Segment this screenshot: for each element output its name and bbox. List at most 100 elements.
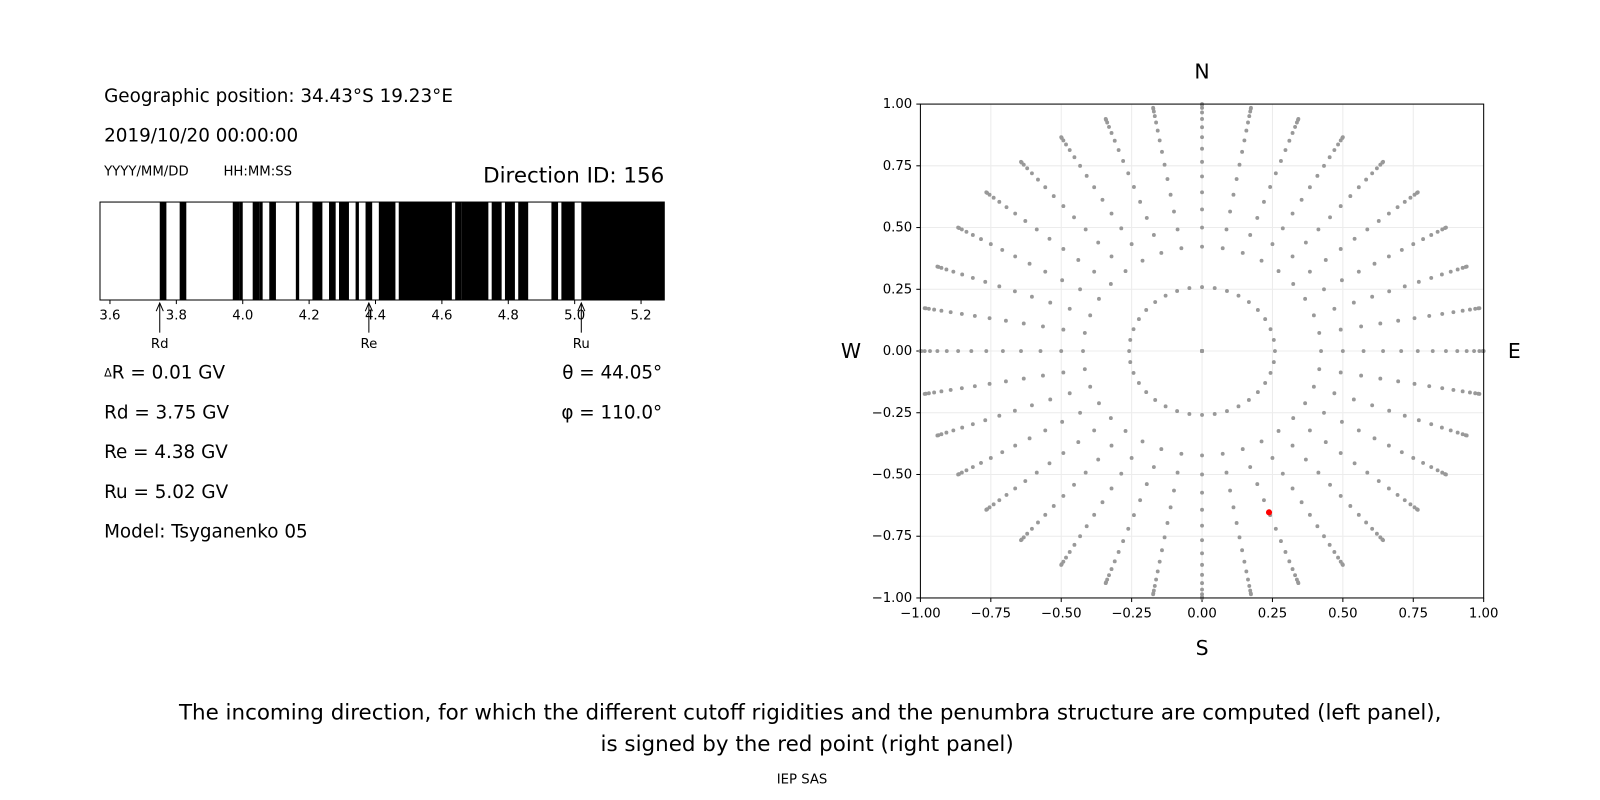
direction-point	[1224, 227, 1229, 232]
direction-point	[939, 432, 944, 437]
x-tick-label: 0.00	[1187, 606, 1217, 621]
direction-point	[1348, 504, 1353, 508]
x-tick-label: 5.0	[564, 308, 585, 323]
direction-point	[1119, 471, 1124, 476]
direction-point	[984, 190, 989, 195]
penumbra-band	[269, 202, 276, 300]
direction-point	[1427, 384, 1432, 389]
direction-point	[1430, 349, 1435, 353]
direction-point	[1290, 567, 1295, 572]
direction-point	[1386, 443, 1391, 448]
direction-point	[1365, 470, 1370, 475]
direction-point	[1263, 381, 1268, 385]
direction-point	[1415, 190, 1420, 195]
direction-point	[1296, 581, 1301, 586]
direction-point	[1246, 300, 1251, 304]
direction-point	[1036, 177, 1040, 182]
x-tick-label: 4.0	[232, 308, 253, 323]
direction-point	[1307, 428, 1312, 433]
direction-point	[1327, 542, 1332, 547]
direction-point	[1370, 171, 1375, 176]
direction-point	[1103, 581, 1108, 586]
direction-point	[1144, 307, 1149, 312]
direction-point	[1246, 398, 1251, 402]
direction-point	[1072, 542, 1077, 547]
direction-point	[1092, 428, 1097, 433]
direction-point	[1121, 159, 1126, 163]
x-tick-label: −0.25	[1111, 606, 1152, 621]
direction-point	[1372, 436, 1377, 441]
direction-point	[1352, 236, 1357, 241]
direction-point	[1287, 138, 1292, 143]
y-tick-label: 0.50	[883, 221, 913, 236]
direction-point	[1429, 422, 1434, 427]
direction-point	[1338, 247, 1343, 251]
footer: IEP SAS	[777, 773, 828, 788]
direction-point	[1273, 526, 1278, 531]
direction-point	[922, 349, 927, 353]
direction-point	[1023, 219, 1028, 223]
direction-point	[1429, 233, 1434, 237]
direction-point	[1396, 318, 1401, 323]
direction-point	[1127, 349, 1132, 353]
direction-point	[1340, 135, 1345, 140]
marker-head	[364, 301, 373, 312]
direction-point	[1187, 412, 1192, 416]
direction-point	[1200, 581, 1204, 586]
direction-point	[1460, 432, 1465, 437]
direction-point	[1272, 349, 1277, 353]
penumbra-band	[461, 202, 489, 300]
direction-point	[1061, 370, 1066, 375]
direction-point	[1263, 317, 1268, 322]
direction-point	[1240, 149, 1245, 154]
direction-point	[1084, 524, 1089, 529]
direction-point	[1019, 349, 1023, 353]
direction-point	[1468, 390, 1472, 395]
direction-point	[1460, 265, 1465, 270]
direction-point	[1212, 286, 1217, 291]
direction-point	[1051, 194, 1056, 199]
direction-point	[1332, 550, 1337, 554]
direction-point	[970, 422, 975, 427]
direction-point	[1083, 227, 1088, 232]
direction-point	[1200, 453, 1204, 458]
direction-point	[1399, 247, 1404, 252]
direction-point	[1029, 403, 1034, 408]
direction-point	[964, 468, 969, 473]
time-format: HH:MM:SS	[223, 164, 292, 179]
direction-point	[1248, 465, 1253, 469]
direction-point	[1059, 562, 1064, 567]
direction-point	[1212, 412, 1217, 416]
direction-point	[1444, 349, 1448, 353]
direction-point	[1072, 482, 1076, 487]
direction-point	[983, 418, 988, 423]
direction-point	[1059, 349, 1064, 353]
direction-point	[1163, 293, 1168, 298]
direction-point	[972, 313, 977, 318]
direction-point	[1175, 227, 1180, 232]
direction-point	[1372, 261, 1377, 266]
direction-point	[960, 272, 965, 277]
y-tick-label: 0.75	[883, 159, 913, 174]
direction-point	[932, 307, 937, 312]
direction-point	[1460, 389, 1465, 394]
direction-point	[1246, 577, 1250, 582]
caption-line: The incoming direction, for which the di…	[178, 700, 1442, 725]
direction-point	[1464, 433, 1469, 438]
direction-point	[1247, 583, 1252, 588]
direction-point	[970, 465, 975, 469]
direction-point	[997, 498, 1002, 503]
direction-point	[1317, 330, 1322, 335]
direction-point	[1348, 194, 1353, 199]
direction-point	[1429, 275, 1434, 280]
direction-point	[1316, 227, 1321, 232]
direction-point	[1041, 324, 1045, 329]
direction-point	[1477, 306, 1482, 311]
direction-point	[988, 242, 993, 247]
direction-point	[1259, 439, 1264, 444]
marker-label: Ru	[573, 337, 590, 352]
direction-point	[1323, 440, 1328, 445]
direction-point	[1351, 300, 1356, 305]
direction-point	[1000, 450, 1005, 455]
penumbra-band	[398, 202, 452, 300]
